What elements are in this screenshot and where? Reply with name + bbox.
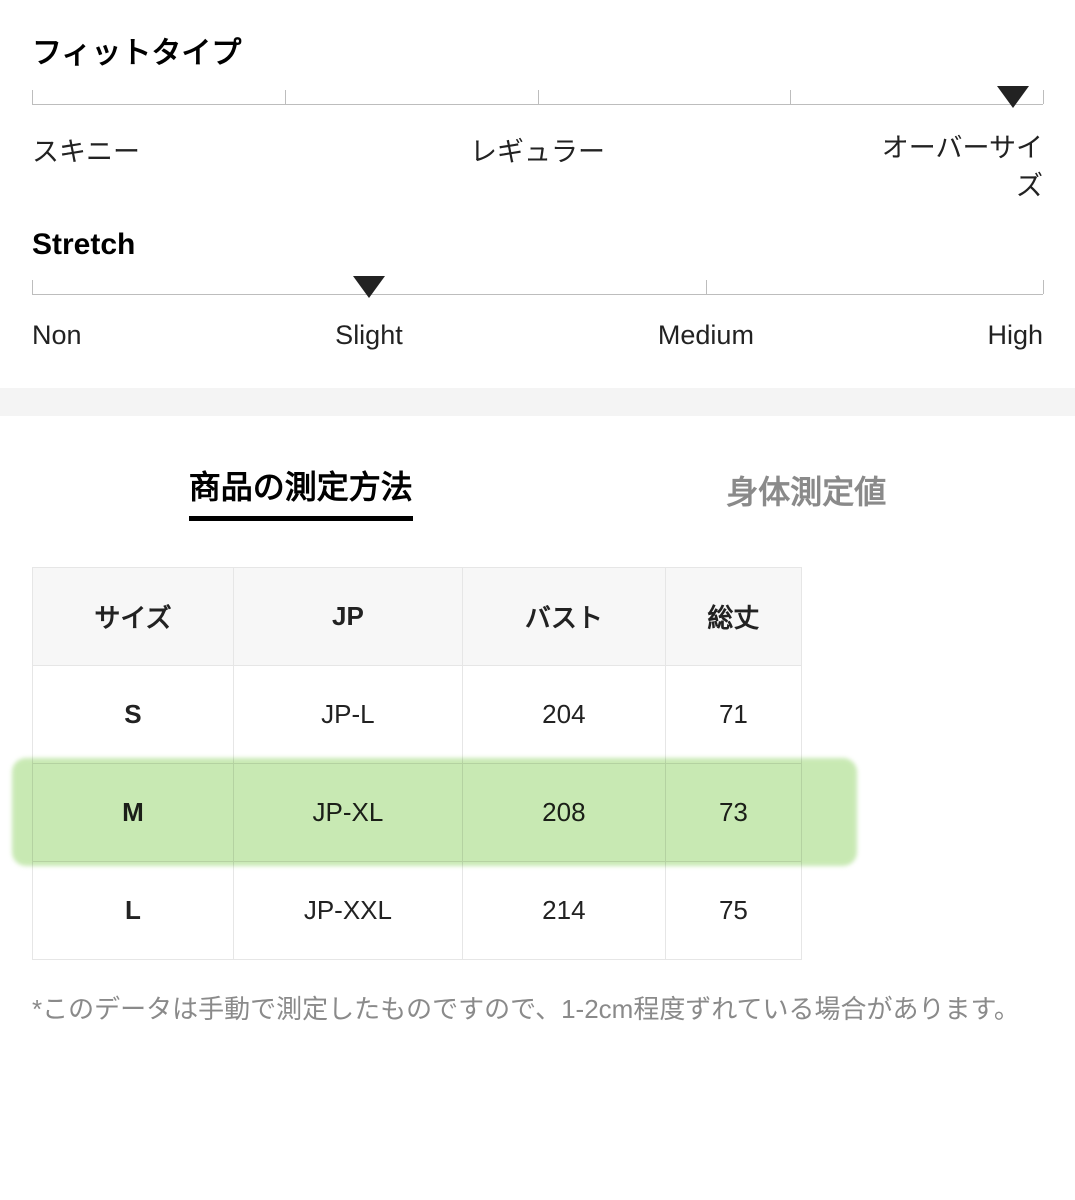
stretch-label-high: High [987,320,1043,351]
stretch-labels: Non Slight Medium High [32,320,1043,360]
fit-baseline [32,104,1043,105]
tabs-row: 商品の測定方法 身体測定値 [32,462,1043,521]
fit-label-regular: レギュラー [470,130,605,169]
table-row: SJP-L20471 [33,666,802,764]
fit-labels: スキニー レギュラー オーバーサイズ [32,130,1043,200]
stretch-marker-icon [353,276,385,298]
table-row: MJP-XL20873 [33,764,802,862]
divider-band [0,388,1075,416]
cell-size: S [33,666,234,764]
cell-jp: JP-L [233,666,462,764]
fit-type-section: フィットタイプ スキニー レギュラー オーバーサイズ [0,28,1075,200]
size-chart-section: 商品の測定方法 身体測定値 サイズ JP バスト 総丈 SJP-L20471MJ… [0,416,1075,1071]
cell-length: 73 [665,764,801,862]
slider-tick [32,90,33,104]
tab-body-measurement[interactable]: 身体測定値 [726,467,886,521]
stretch-slider-track [32,280,1043,310]
cell-jp: JP-XL [233,764,462,862]
stretch-title: Stretch [32,228,1043,262]
slider-tick [706,280,707,294]
table-row: LJP-XXL21475 [33,862,802,960]
cell-length: 75 [665,862,801,960]
cell-length: 71 [665,666,801,764]
col-length: 総丈 [665,568,801,666]
col-bust: バスト [462,568,665,666]
size-table-wrap: サイズ JP バスト 総丈 SJP-L20471MJP-XL20873LJP-X… [32,567,802,960]
slider-tick [790,90,791,104]
stretch-label-non: Non [32,320,82,351]
cell-bust: 214 [462,862,665,960]
cell-jp: JP-XXL [233,862,462,960]
table-header-row: サイズ JP バスト 総丈 [33,568,802,666]
slider-tick [538,90,539,104]
tab-product-measurement[interactable]: 商品の測定方法 [189,462,413,521]
slider-tick [32,280,33,294]
fit-label-skinny: スキニー [32,130,140,169]
fit-marker-icon [997,86,1029,108]
stretch-baseline [32,294,1043,295]
cell-bust: 204 [462,666,665,764]
col-jp: JP [233,568,462,666]
fit-title: フィットタイプ [32,28,1043,72]
slider-tick [1043,280,1044,294]
cell-size: L [33,862,234,960]
slider-tick [285,90,286,104]
stretch-section: Stretch Non Slight Medium High [0,228,1075,360]
col-size: サイズ [33,568,234,666]
footnote: *このデータは手動で測定したものですので、1-2cm程度ずれている場合があります… [32,965,1043,1071]
size-table: サイズ JP バスト 総丈 SJP-L20471MJP-XL20873LJP-X… [32,567,802,960]
fit-label-oversize: オーバーサイズ [863,130,1043,206]
slider-tick [1043,90,1044,104]
cell-size: M [33,764,234,862]
fit-slider-track [32,90,1043,120]
stretch-label-medium: Medium [658,320,754,351]
stretch-label-slight: Slight [335,320,403,351]
cell-bust: 208 [462,764,665,862]
